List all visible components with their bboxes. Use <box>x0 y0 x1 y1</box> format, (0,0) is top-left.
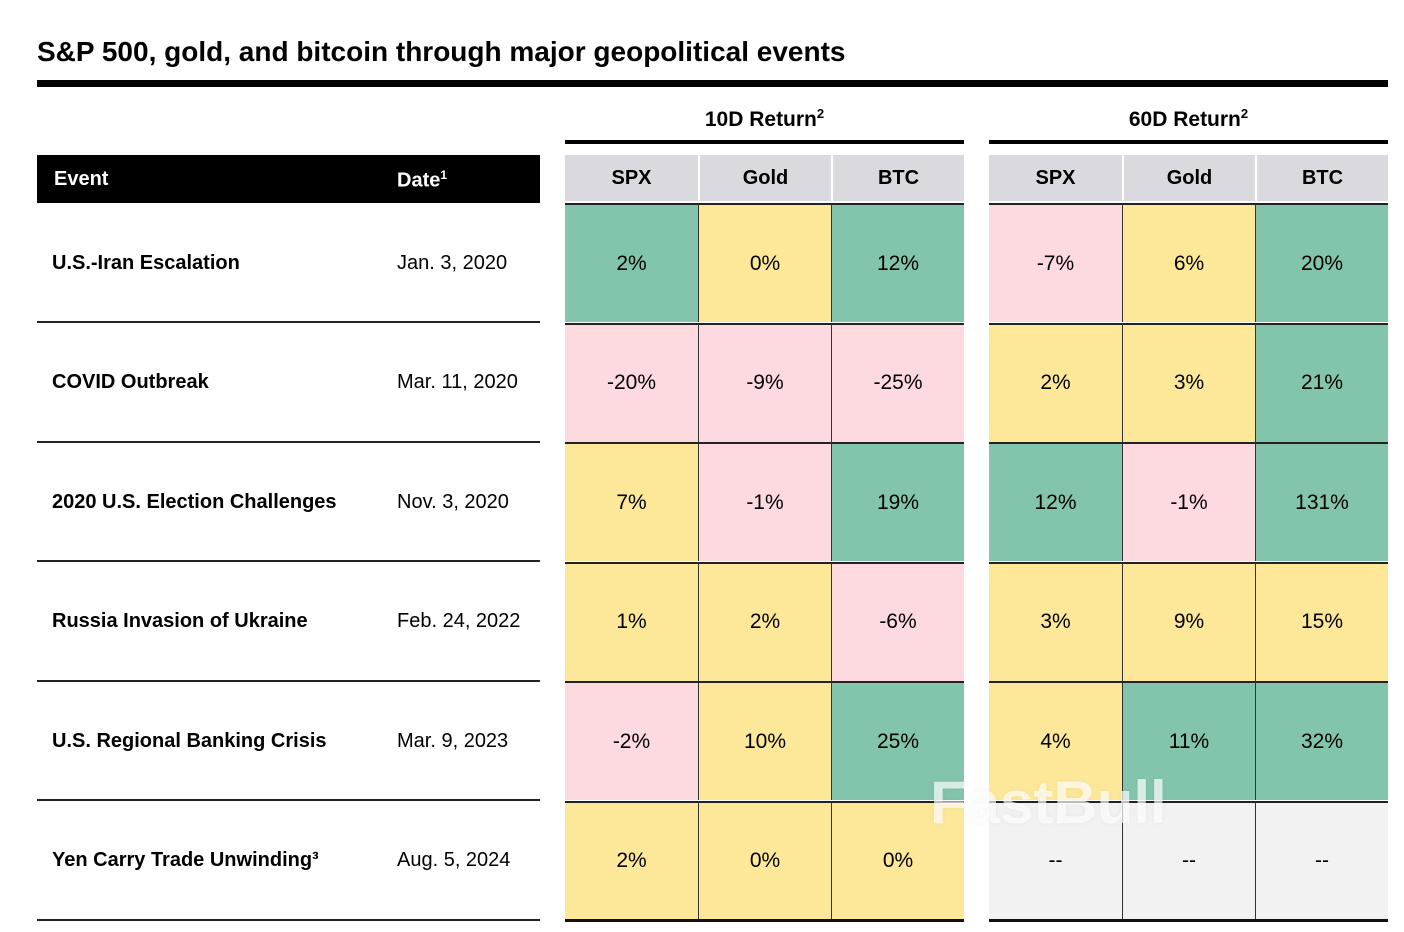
date-header-label: Date <box>397 169 441 192</box>
return-cell: -1% <box>1122 442 1255 561</box>
column-header-btc: BTC <box>1255 155 1388 201</box>
event-name: Russia Invasion of Ukraine <box>52 610 308 632</box>
group-label: 60D Return <box>1128 108 1241 131</box>
watermark: FastBull <box>930 769 1167 836</box>
chart-title: S&P 500, gold, and bitcoin through major… <box>37 36 846 67</box>
return-cell: -25% <box>831 322 964 442</box>
return-cell: 2% <box>989 322 1122 442</box>
return-cell: 11% <box>1122 681 1255 800</box>
column-header-spx: SPX <box>565 155 698 201</box>
return-cell: 131% <box>1255 442 1388 561</box>
event-date: Aug. 5, 2024 <box>397 849 511 871</box>
event-date: Mar. 11, 2020 <box>397 371 518 393</box>
event-date-header: Event Date1 <box>37 155 540 203</box>
row-divider <box>37 560 540 562</box>
group-header-60d: 60D Return2 <box>989 106 1388 132</box>
return-cell: 9% <box>1122 561 1255 681</box>
group-header-10d: 10D Return2 <box>565 106 964 132</box>
return-cell: 3% <box>1122 322 1255 442</box>
event-date: Jan. 3, 2020 <box>397 251 508 274</box>
return-cell: -6% <box>831 561 964 681</box>
row-divider <box>37 918 540 921</box>
event-header: Event <box>54 168 109 190</box>
footnote-mark: 2 <box>1240 106 1249 121</box>
return-cell: 15% <box>1255 561 1388 681</box>
return-cell: 0% <box>698 800 831 920</box>
return-cell: 3% <box>989 561 1122 681</box>
event-name: U.S. Regional Banking Crisis <box>52 729 327 752</box>
event-date: Feb. 24, 2022 <box>397 610 521 632</box>
return-cell: 32% <box>1255 681 1388 800</box>
table-bottom-rule <box>565 919 964 922</box>
column-header-gold: Gold <box>1122 155 1255 201</box>
return-cell: 0% <box>698 203 831 322</box>
return-cell: 1% <box>565 561 698 681</box>
return-cell: 21% <box>1255 322 1388 442</box>
return-cell: -- <box>1122 800 1255 920</box>
group-underline <box>989 140 1388 144</box>
return-cell: 7% <box>565 442 698 561</box>
return-cell: 0% <box>831 800 964 920</box>
return-cell: 12% <box>831 203 964 322</box>
row-divider <box>37 321 540 323</box>
table-bottom-rule <box>989 919 1388 922</box>
return-cell: -1% <box>698 442 831 561</box>
group-label: 10D Return <box>704 108 817 131</box>
return-cell: 2% <box>565 800 698 920</box>
return-cell: 10% <box>698 681 831 800</box>
return-cell: 19% <box>831 442 964 561</box>
return-cell: -- <box>1255 800 1388 920</box>
column-header-gold: Gold <box>698 155 831 201</box>
event-name: 2020 U.S. Election Challenges <box>52 490 337 513</box>
return-cell: -- <box>989 800 1122 920</box>
return-cell: 4% <box>989 681 1122 800</box>
column-header-btc: BTC <box>831 155 964 201</box>
column-header-spx: SPX <box>989 155 1122 201</box>
return-cell: -20% <box>565 322 698 442</box>
return-cell: 12% <box>989 442 1122 561</box>
return-cell: 2% <box>698 561 831 681</box>
group-underline <box>565 140 964 144</box>
footnote-mark: 2 <box>816 106 825 121</box>
event-date: Mar. 9, 2023 <box>397 729 509 752</box>
row-divider <box>37 440 540 443</box>
return-cell: -7% <box>989 203 1122 322</box>
row-divider <box>37 799 540 801</box>
return-cell: 6% <box>1122 203 1255 322</box>
return-cell: 2% <box>565 203 698 322</box>
event-name: U.S.-Iran Escalation <box>52 251 240 274</box>
event-name: COVID Outbreak <box>52 371 209 393</box>
date-header: Date1 <box>397 168 447 193</box>
footnote-mark: 1 <box>440 168 448 182</box>
row-divider <box>37 679 540 682</box>
return-cell: -9% <box>698 322 831 442</box>
return-cell: -2% <box>565 681 698 800</box>
event-date: Nov. 3, 2020 <box>397 490 509 513</box>
return-cell: 25% <box>831 681 964 800</box>
event-name: Yen Carry Trade Unwinding³ <box>52 849 319 871</box>
title-rule <box>37 80 1388 87</box>
return-cell: 20% <box>1255 203 1388 322</box>
